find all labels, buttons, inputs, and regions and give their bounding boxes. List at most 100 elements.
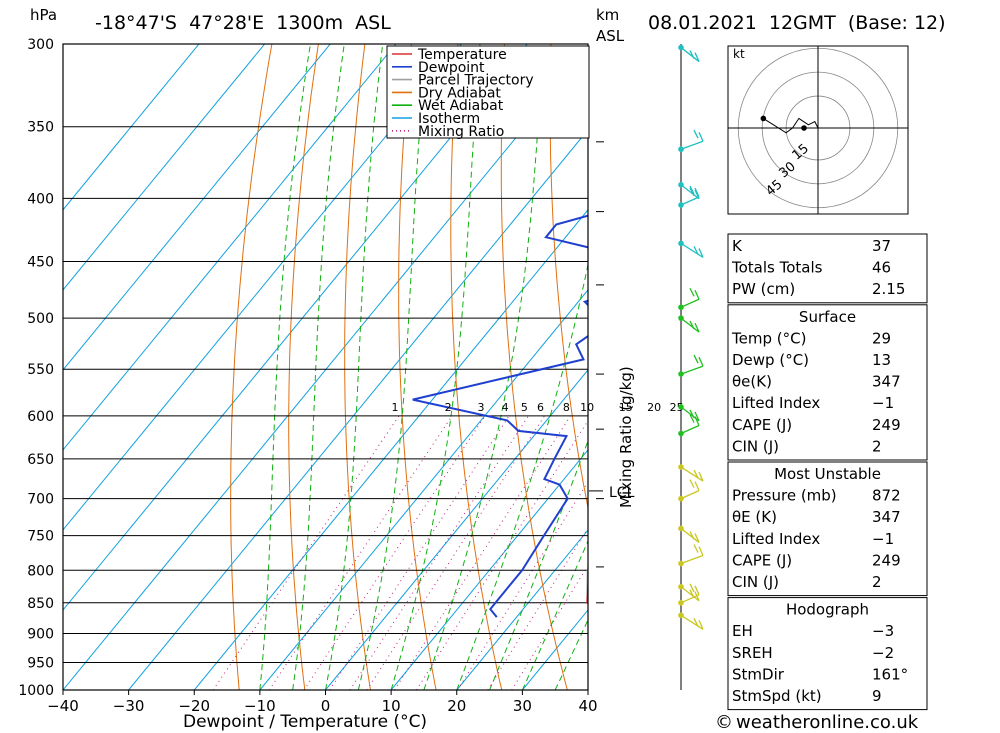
asl-label: ASL <box>596 27 625 45</box>
pressure-tick-label: 850 <box>27 596 54 612</box>
wind-barb-shaft <box>680 466 704 482</box>
hodograph-unit: kt <box>733 47 745 61</box>
wind-barb-flag <box>693 354 699 364</box>
mixing-ratio-line <box>366 415 545 690</box>
chart-series <box>412 214 588 618</box>
wind-barb-flag <box>694 322 700 333</box>
wind-barb-flag <box>698 546 704 556</box>
legend-box <box>386 45 590 139</box>
wind-barb-flag <box>694 481 700 491</box>
dry-adiabat-line <box>288 44 319 690</box>
lcl-label: LCL <box>609 485 635 501</box>
wet-adiabat-line <box>456 262 588 690</box>
pressure-tick-label: 600 <box>27 409 54 425</box>
wind-barb-shaft <box>680 47 700 63</box>
isotherm-line <box>63 44 397 451</box>
stat-label: Lifted Index <box>732 530 820 548</box>
pressure-tick-label: 1000 <box>18 683 54 699</box>
wind-barb-flag <box>698 356 704 367</box>
mixing-ratio-line <box>349 415 529 690</box>
index-table <box>727 233 928 304</box>
wind-barb-flag <box>689 50 695 59</box>
stat-label: Pressure (mb) <box>732 487 837 505</box>
wind-barb-shaft <box>680 298 700 308</box>
stat-value: 29 <box>872 329 891 347</box>
wind-barb-shaft <box>680 614 704 630</box>
isotherm-line <box>193 209 588 690</box>
x-tick-label: 20 <box>447 697 466 715</box>
wind-barb-dot <box>678 495 684 502</box>
copyright-symbol: © <box>715 712 733 733</box>
wind-barb-flag <box>694 187 700 198</box>
pressure-tick-label: 300 <box>27 37 54 53</box>
wind-barb-flag <box>694 411 700 422</box>
stat-label: SREH <box>732 644 773 662</box>
isotherm-line <box>63 44 266 291</box>
wind-barbs <box>678 44 704 630</box>
pressure-tick-label: 650 <box>27 452 54 468</box>
storm-motion-dot <box>801 125 807 131</box>
pressure-tick-label: 400 <box>27 191 54 207</box>
most-unstable-table-title: Most Unstable <box>774 465 881 483</box>
x-axis-label: Dewpoint / Temperature (°C) <box>183 712 427 732</box>
wind-barb-flag <box>689 185 695 195</box>
mixing-ratio-line <box>457 481 588 690</box>
most-unstable-table <box>727 461 928 597</box>
wind-barb-flag <box>698 620 704 630</box>
stat-label: θe(K) <box>732 373 772 391</box>
pressure-tick-label: 950 <box>27 655 54 671</box>
wind-barb-flag <box>698 248 704 258</box>
wind-barb-flag <box>698 131 704 142</box>
pressure-tick-label: 500 <box>27 311 54 327</box>
x-tick-label: 10 <box>382 697 401 715</box>
isotherm-line <box>325 369 588 690</box>
wind-barb-shaft <box>680 242 704 258</box>
wind-barb-flag <box>689 479 695 488</box>
wet-adiabat-line <box>489 439 588 690</box>
stat-label: CIN (J) <box>732 573 779 591</box>
plot-frame <box>62 43 589 691</box>
stat-value: 872 <box>872 487 901 505</box>
stat-value: −3 <box>872 622 894 640</box>
km-label: km <box>596 6 619 24</box>
legend-label: Dewpoint <box>418 60 485 76</box>
mixing-ratio-line <box>329 415 510 690</box>
pressure-tick-label: 350 <box>27 120 54 136</box>
series-line-dewpoint <box>412 214 588 618</box>
pressure-tick-label: 750 <box>27 529 54 545</box>
wind-barb-flag <box>693 469 699 479</box>
stat-label: Totals Totals <box>731 259 823 277</box>
isotherm-line <box>63 44 331 371</box>
pressure-tick-label: 900 <box>27 626 54 642</box>
pressure-tick-label: 550 <box>27 362 54 378</box>
isotherm-line <box>390 449 588 690</box>
x-tick-label: −20 <box>178 697 210 715</box>
mixing-ratio-label: 2 <box>445 401 452 414</box>
wind-barb-shaft <box>680 365 704 375</box>
mixing-ratio-label: 6 <box>537 401 544 414</box>
x-tick-label: −10 <box>244 697 276 715</box>
stat-label: PW (cm) <box>732 280 795 298</box>
wind-barb-flag <box>693 617 699 627</box>
stat-value: 347 <box>872 373 901 391</box>
site-name[interactable]: weatheronline.co.uk <box>736 712 919 733</box>
wet-adiabat-line <box>554 618 588 690</box>
wind-barb-shaft <box>680 317 700 333</box>
wind-barb-flag <box>689 589 695 599</box>
wind-barb-shaft <box>680 196 700 206</box>
wind-barb-flag <box>693 246 699 255</box>
stat-value: 161° <box>872 665 908 683</box>
wind-barb-flag <box>694 591 700 602</box>
location-title: -18°47'S 47°28'E 1300m ASL <box>95 12 391 34</box>
wind-barb-flag <box>689 531 695 540</box>
pressure-tick-label: 450 <box>27 255 54 271</box>
stat-label: Temp (°C) <box>731 329 806 347</box>
wind-barb-flag <box>689 414 695 423</box>
wind-barb-flag <box>694 585 700 596</box>
stat-label: K <box>732 237 743 255</box>
pressure-tick-label: 700 <box>27 492 54 508</box>
stat-label: StmSpd (kt) <box>732 687 822 705</box>
